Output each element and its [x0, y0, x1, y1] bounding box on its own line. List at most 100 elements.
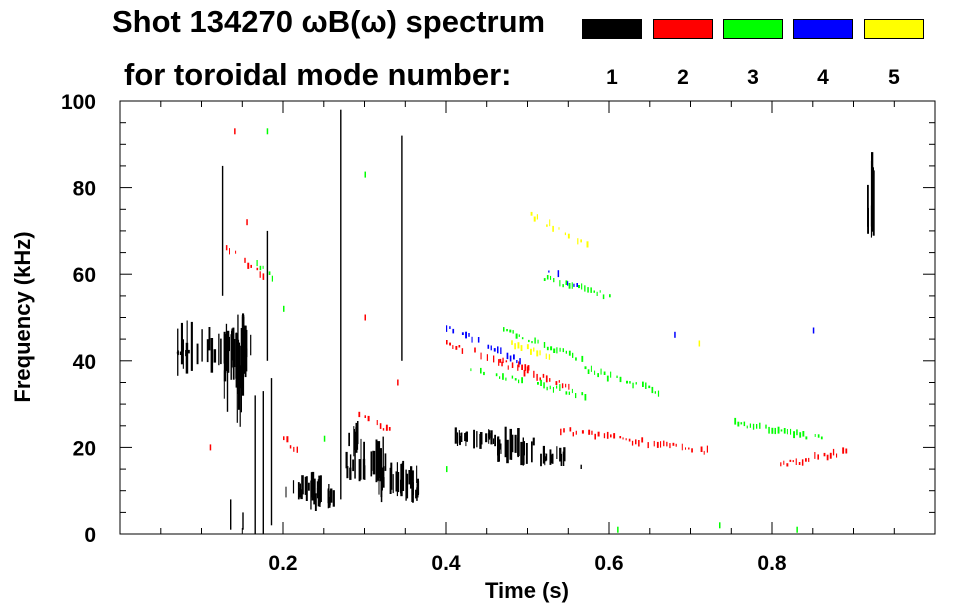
track-5-1-1 [514, 343, 516, 350]
blob-1-0-15 [201, 329, 203, 362]
blob-1-11-10 [549, 449, 552, 465]
track-2-5-3 [569, 427, 572, 432]
track-2-5-28 [647, 442, 649, 449]
track-3-1-9 [499, 376, 501, 379]
blob-1-10-9 [532, 437, 535, 446]
track-2-5-5 [575, 430, 577, 435]
track-3-4-0 [584, 366, 587, 370]
track-2-4-9 [523, 370, 526, 377]
track-5-0-8 [552, 225, 554, 232]
track-2-2-5 [367, 415, 370, 422]
track-2-4-13 [536, 373, 538, 381]
track-2-6-6 [798, 462, 801, 465]
track-4-0-16 [497, 346, 499, 354]
track-2-5-14 [603, 433, 606, 439]
track-3-4-21 [651, 386, 654, 394]
y-tick-label: 20 [73, 437, 96, 460]
blob-1-6-17 [396, 462, 398, 497]
series-mode-3 [256, 128, 823, 533]
track-2-3-17 [499, 358, 502, 363]
track-3-3-7 [565, 280, 568, 285]
blob-1-6-0 [410, 466, 413, 489]
blob-1-0-33 [180, 322, 183, 365]
track-2-6-12 [817, 454, 819, 460]
blob-1-0-35 [186, 320, 188, 359]
blob-1-3-4 [305, 476, 308, 501]
track-3-2-18 [559, 347, 561, 352]
track-5-1-12 [548, 354, 551, 360]
track-2-4-23 [568, 383, 570, 390]
blob-1-5-11 [358, 459, 361, 482]
blob-1-6-4 [395, 471, 398, 492]
blob-1-6-6 [405, 469, 407, 501]
blob-1-7-5 [357, 421, 359, 445]
legend-swatch-mode-2 [653, 19, 713, 39]
track-4-0-21 [513, 354, 515, 360]
track-3-2-20 [565, 350, 567, 354]
track-5-0-10 [558, 227, 560, 230]
track-4-0-17 [500, 347, 502, 354]
blob-1-10-15 [497, 437, 499, 456]
blob-1-5-15 [384, 453, 387, 471]
track-3-5-29 [820, 436, 823, 440]
track-4-0-22 [516, 360, 518, 364]
track-4-0-14 [490, 345, 492, 351]
track-5-0-19 [586, 241, 589, 248]
track-3-2-22 [572, 352, 574, 358]
track-2-0-10 [256, 267, 259, 271]
legend-swatch-mode-1 [582, 19, 642, 39]
track-2-3-0 [446, 340, 448, 345]
track-3-3-3 [553, 278, 555, 283]
track-3-2-10 [534, 337, 536, 344]
track-3-3-15 [590, 287, 592, 293]
blob-1-2-1 [187, 349, 190, 354]
track-3-4-5 [600, 368, 602, 375]
track-2-6-3 [789, 459, 792, 462]
streak-1-0 [221, 165, 224, 296]
track-5-1-7 [533, 347, 535, 352]
track-2-5-39 [681, 443, 683, 451]
track-3-1-8 [495, 373, 498, 377]
track-2-6-11 [814, 452, 816, 459]
track-4-0-2 [452, 328, 455, 334]
streak-1-9 [580, 464, 582, 469]
blob-1-10-8 [525, 443, 528, 464]
track-3-5-4 [743, 421, 746, 427]
point-4-1 [812, 327, 815, 334]
blob-1-9-22 [464, 433, 467, 442]
track-2-2-9 [379, 423, 382, 429]
track-2-5-4 [572, 432, 574, 437]
track-2-5-17 [613, 433, 616, 439]
track-2-0-7 [247, 262, 250, 269]
track-2-6-5 [795, 458, 797, 465]
track-3-5-12 [768, 426, 770, 434]
blob-1-0-21 [182, 341, 184, 369]
track-2-5-7 [581, 430, 584, 434]
y-tick-label: 60 [73, 264, 96, 287]
track-3-3-0 [543, 278, 546, 281]
track-3-5-3 [740, 422, 743, 425]
x-tick-label: 0.4 [431, 552, 461, 575]
track-2-6-4 [792, 460, 794, 463]
track-2-3-3 [455, 346, 458, 350]
track-3-2-25 [581, 355, 584, 362]
blob-1-0-19 [220, 338, 222, 365]
y-axis-label: Frequency (kHz) [10, 231, 35, 402]
legend-label-mode-1: 1 [606, 66, 618, 89]
track-3-0-3 [259, 265, 262, 271]
blob-1-6-21 [406, 473, 409, 499]
track-4-0-20 [509, 355, 512, 362]
y-tick-label: 80 [73, 178, 96, 201]
track-3-2-19 [562, 348, 564, 353]
track-5-1-3 [520, 345, 523, 351]
track-2-4-16 [545, 375, 548, 383]
blob-1-6-22 [408, 470, 411, 485]
data-marks [176, 109, 875, 534]
point-2-0 [234, 128, 236, 135]
blob-1-5-17 [354, 439, 356, 479]
track-3-1-14 [514, 378, 517, 381]
track-5-1-6 [530, 348, 532, 355]
track-3-5-17 [783, 428, 786, 434]
track-3-1-33 [575, 393, 577, 399]
track-3-2-6 [521, 337, 524, 340]
